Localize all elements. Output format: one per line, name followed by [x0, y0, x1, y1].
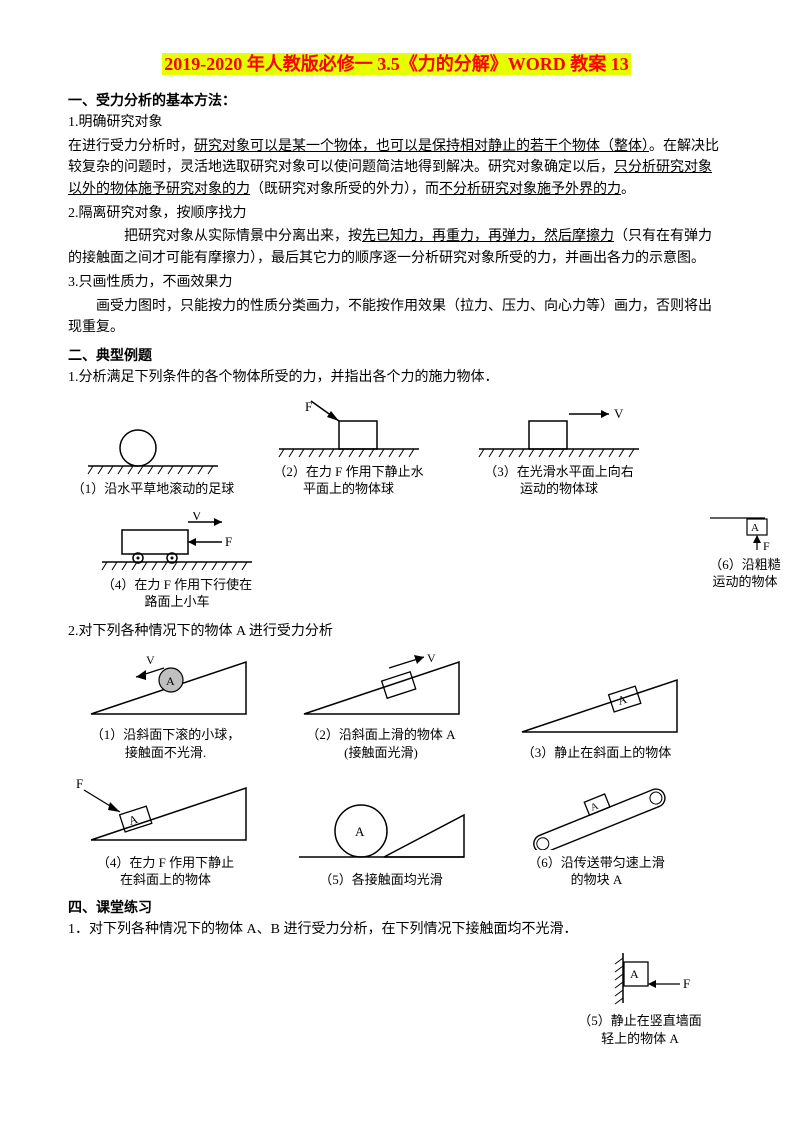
s2-q2: 2.对下列各种情况下的物体 A 进行受力分析: [68, 621, 725, 643]
fig-q1-1-caption: （1）沿水平草地滚动的足球: [68, 480, 238, 498]
label-F-cart: F: [225, 534, 232, 549]
label-A-q2-4: A: [126, 811, 139, 827]
fig-q1-2: F （2）在力 F 作用下静止水 平面上的物体球: [256, 399, 441, 498]
label-A-6: A: [751, 522, 759, 534]
fig-q1-3: V （3）在光滑水平面上向右 运动的物体球: [459, 404, 659, 498]
fig-q2-4-caption-b: 在斜面上的物体: [68, 871, 263, 889]
fig-q2-5: A （5）各接触面均光滑: [281, 787, 481, 889]
fig-q2-1-caption-b: 接触面不光滑.: [68, 744, 263, 762]
fig-q1-4-caption-b: 路面上小车: [82, 593, 272, 611]
fig-q2-2: V （2）沿斜面上滑的物体 A (接触面光滑): [281, 652, 481, 761]
label-F-q2-4: F: [76, 776, 83, 791]
fig-q1-1: （1）沿水平草地滚动的足球: [68, 426, 238, 498]
s4-figrow: A F （5）静止在竖直墙面 轻上的物体 A: [68, 948, 725, 1047]
label-A-q2-1: A: [166, 674, 175, 688]
label-A-s4-5: A: [630, 967, 639, 981]
fig-q2-6-caption-a: （6）沿传送带匀速上滑: [499, 854, 694, 872]
fig-q1-4-caption-a: （4）在力 F 作用下行使在: [82, 576, 272, 594]
page-title: 2019-2020 年人教版必修一 3.5《力的分解》WORD 教案 13: [68, 50, 725, 76]
label-A-q2-3: A: [615, 692, 628, 708]
q1-figrow-2: F V （4）在力 F 作用下行使在 路面上小车 A F （6）沿粗糙 运动的物…: [68, 512, 725, 611]
fig-q2-4-caption-a: （4）在力 F 作用下静止: [68, 854, 263, 872]
s1-p1-d: 。: [621, 182, 635, 197]
q2-figrow-2: A F （4）在力 F 作用下静止 在斜面上的物体 A （5）各接触面均光滑: [68, 770, 725, 889]
label-F-s4-5: F: [683, 976, 690, 991]
section-1-heading: 一、受力分析的基本方法：: [68, 90, 725, 110]
label-V-cart: V: [192, 512, 202, 523]
label-F-6: F: [763, 539, 770, 552]
fig-q2-6-caption-b: 的物块 A: [499, 871, 694, 889]
fig-q1-6-caption-a: （6）沿粗糙: [705, 556, 785, 574]
fig-q2-3-caption: （3）静止在斜面上的物体: [499, 744, 694, 762]
s1-p1-u3: 不分析研究对象施予外界的力: [439, 182, 621, 197]
label-A-q2-5: A: [355, 824, 365, 839]
fig-s4-5-caption-b: 轻上的物体 A: [555, 1030, 725, 1048]
s1-p2-u1: 先已知力，再重力，再弹力，然后摩擦力: [362, 229, 614, 244]
fig-q2-1: A V （1）沿斜面下滚的小球， 接触面不光滑.: [68, 652, 263, 761]
s1-p2-head: 2.隔离研究对象，按顺序找力: [68, 203, 725, 225]
fig-q2-5-caption: （5）各接触面均光滑: [281, 871, 481, 889]
s4-q1: 1．对下列各种情况下的物体 A、B 进行受力分析，在下列情况下接触面均不光滑．: [68, 919, 725, 941]
q1-figrow-1: （1）沿水平草地滚动的足球 F （2）在力 F 作用下静止水 平面上的物体球: [68, 399, 725, 498]
s1-p2-body: 把研究对象从实际情景中分离出来，按先已知力，再重力，再弹力，然后摩擦力（只有在有…: [68, 226, 725, 269]
s1-p1-body: 在进行受力分析时，研究对象可以是某一个物体，也可以是保持相对静止的若干个物体（整…: [68, 136, 725, 201]
fig-q2-3: A （3）静止在斜面上的物体: [499, 670, 694, 762]
title-highlight: 2019-2020 年人教版必修一 3.5《力的分解》WORD 教案 13: [162, 53, 631, 75]
s2-q1: 1.分析满足下列条件的各个物体所受的力，并指出各个力的施力物体．: [68, 367, 725, 389]
fig-q1-6-caption-b: 运动的物体: [705, 573, 785, 591]
fig-q2-2-caption-a: （2）沿斜面上滑的物体 A: [281, 726, 481, 744]
fig-q2-1-caption-a: （1）沿斜面下滚的小球，: [68, 726, 263, 744]
fig-q1-3-caption-b: 运动的物体球: [459, 480, 659, 498]
fig-q1-6: A F （6）沿粗糙 运动的物体: [705, 506, 785, 591]
s1-p1-head: 1.明确研究对象: [68, 112, 725, 134]
label-V: V: [614, 406, 624, 421]
label-V-q2-1: V: [146, 653, 155, 667]
q2-figrow-1: A V （1）沿斜面下滚的小球， 接触面不光滑. V （2）沿斜面上滑的物体 A…: [68, 652, 725, 761]
fig-q2-6: A （6）沿传送带匀速上滑 的物块 A: [499, 770, 694, 889]
fig-q2-4: A F （4）在力 F 作用下静止 在斜面上的物体: [68, 770, 263, 889]
s1-p3-text: 画受力图时，只能按力的性质分类画力，不能按作用效果（拉力、压力、向心力等）画力，…: [68, 299, 712, 336]
fig-s4-5-caption-a: （5）静止在竖直墙面: [555, 1012, 725, 1030]
fig-q2-2-caption-b: (接触面光滑): [281, 744, 481, 762]
fig-q1-4: F V （4）在力 F 作用下行使在 路面上小车: [82, 512, 272, 611]
fig-q1-3-caption-a: （3）在光滑水平面上向右: [459, 463, 659, 481]
label-V-q2-2: V: [427, 652, 436, 665]
s1-p1-a: 在进行受力分析时，: [68, 139, 194, 154]
fig-s4-5: A F （5）静止在竖直墙面 轻上的物体 A: [555, 948, 725, 1047]
section-4-heading: 四、课堂练习: [68, 897, 725, 917]
s1-p3-head: 3.只画性质力，不画效果力: [68, 272, 725, 294]
fig-q1-2-caption-b: 平面上的物体球: [256, 480, 441, 498]
s1-p2-a: 把研究对象从实际情景中分离出来，按: [124, 229, 362, 244]
s1-p1-u1: 研究对象可以是某一个物体，也可以是保持相对静止的若干个物体（整体）: [194, 139, 649, 154]
s1-p3-body: 画受力图时，只能按力的性质分类画力，不能按作用效果（拉力、压力、向心力等）画力，…: [68, 296, 725, 339]
s1-p1-c: （既研究对象所受的外力），而: [250, 182, 439, 197]
section-2-heading: 二、典型例题: [68, 345, 725, 365]
label-F: F: [305, 399, 312, 414]
fig-q1-2-caption-a: （2）在力 F 作用下静止水: [256, 463, 441, 481]
